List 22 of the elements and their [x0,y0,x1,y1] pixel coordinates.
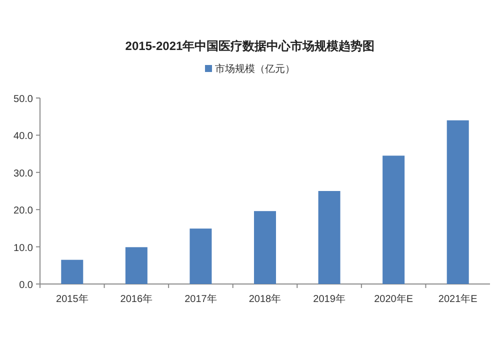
y-tick-label: 20.0 [14,206,34,217]
y-tick-label: 10.0 [14,242,34,254]
bar [125,247,148,284]
x-tick-label: 2020年E [374,293,414,305]
x-tick-label: 2017年 [184,293,217,305]
y-tick-label: 30.0 [14,168,34,180]
bar [382,156,405,284]
y-tick-label: 50.0 [14,94,34,105]
x-tick-label: 2016年 [120,293,153,305]
x-tick-label: 2018年 [248,293,282,305]
chart-title: 2015-2021年中国医疗数据中心市场规模趋势图 [125,39,375,53]
bar [254,211,276,284]
x-tick-label: 2015年 [56,293,88,305]
legend-label: 市场规模（亿元） [215,63,295,75]
bar [190,228,212,284]
bar [446,120,469,284]
x-tick-label: 2021年E [438,293,478,305]
y-tick-label: 0.0 [19,280,34,291]
bar [61,260,84,284]
bar [318,191,340,284]
y-tick-label: 40.0 [14,131,34,142]
x-tick-label: 2019年 [313,293,346,305]
